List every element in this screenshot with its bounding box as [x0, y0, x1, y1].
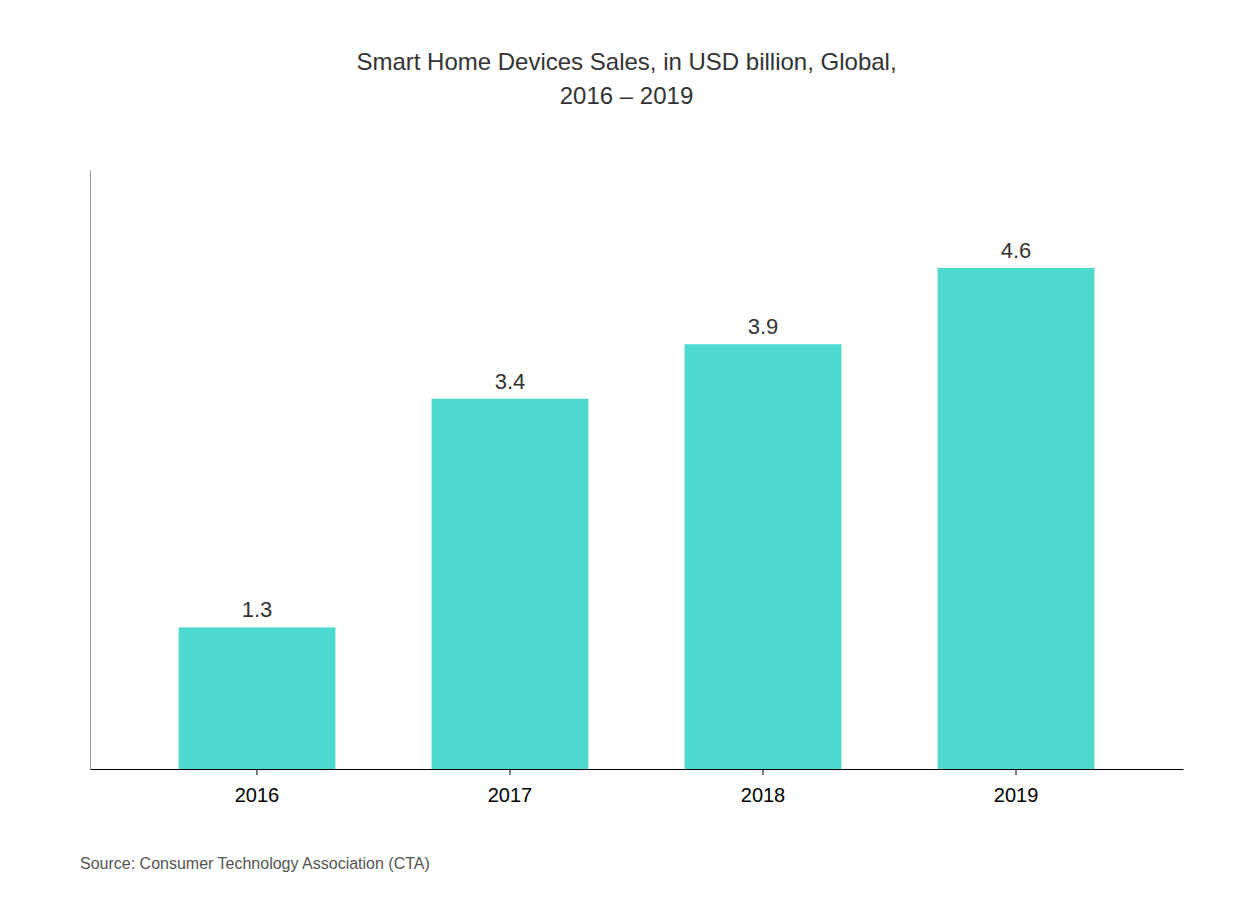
plot: 2016 2017 2018 2019 1.3 3.4 3.9 4.6 [91, 171, 1184, 807]
y-axis-line [90, 171, 91, 770]
data-label: 3.4 [495, 369, 526, 394]
y-axis [90, 171, 91, 770]
data-label: 4.6 [1001, 238, 1032, 263]
x-tick: 2017 [488, 769, 533, 806]
x-tick: 2018 [741, 769, 786, 806]
title: Smart Home Devices Sales, in USD billion… [356, 48, 896, 75]
bar [685, 344, 842, 769]
data-label: 3.9 [748, 314, 779, 339]
x-tick: 2019 [994, 769, 1039, 806]
x-tick: 2016 [235, 769, 280, 806]
annotation: Source: Consumer Technology Association … [80, 855, 430, 872]
data-labels: 1.3 3.4 3.9 4.6 [242, 238, 1032, 622]
x-tick-mark [509, 769, 510, 775]
x-axis: 2016 2017 2018 2019 [91, 769, 1184, 806]
x-tick-mark [1016, 769, 1017, 775]
x-tick-mark [763, 769, 764, 775]
subtitle: 2016 – 2019 [560, 82, 693, 109]
x-tick-label: 2019 [994, 784, 1039, 806]
chart: Smart Home Devices Sales, in USD billion… [0, 0, 1253, 919]
x-tick-label: 2018 [741, 784, 786, 806]
x-tick-mark [256, 769, 257, 775]
x-tick-label: 2016 [235, 784, 280, 806]
x-tick-label: 2017 [488, 784, 533, 806]
bar [938, 268, 1095, 769]
bar [432, 399, 589, 769]
bar [179, 627, 336, 769]
x-axis-line [91, 769, 1184, 770]
bars [179, 268, 1095, 769]
data-label: 1.3 [242, 597, 273, 622]
